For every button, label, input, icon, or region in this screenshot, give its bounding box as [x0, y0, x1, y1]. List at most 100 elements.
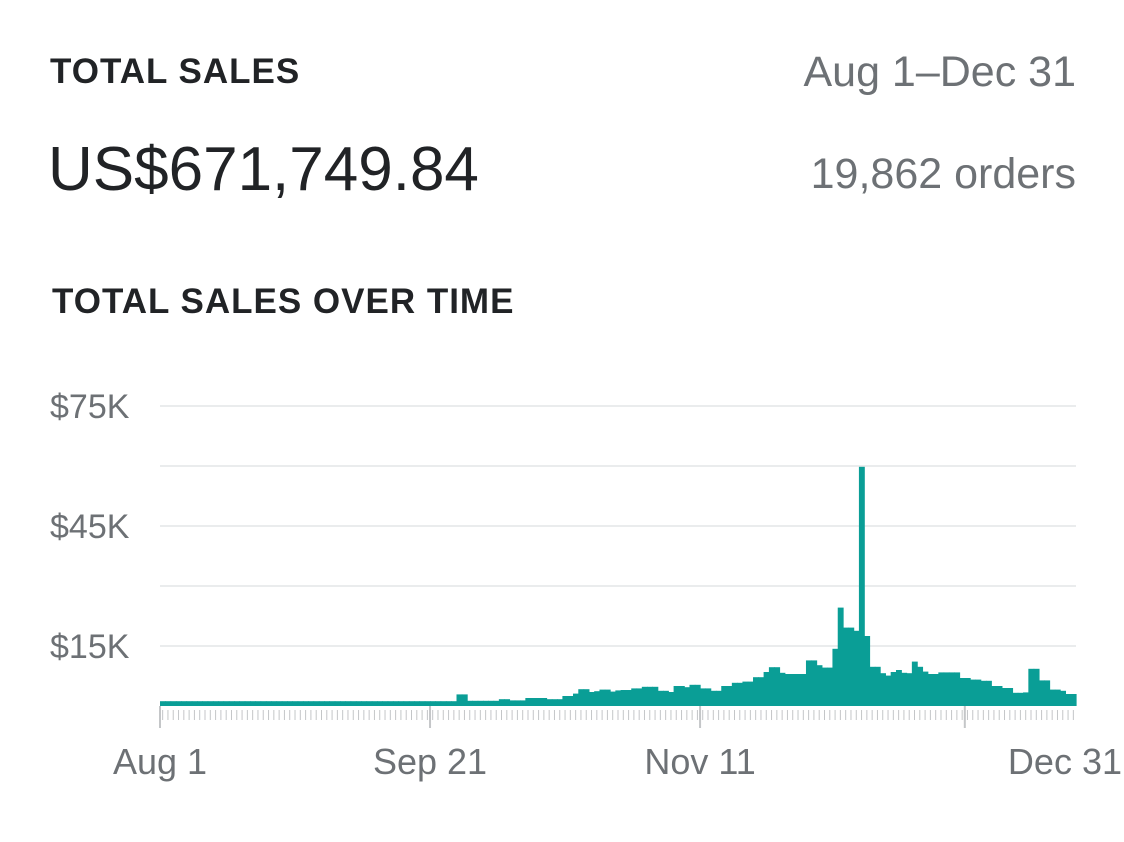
bar	[599, 689, 606, 706]
bar	[578, 689, 585, 706]
bar	[509, 700, 516, 706]
bar	[901, 672, 908, 706]
bar	[933, 674, 939, 706]
x-tick-label: Dec 31	[1008, 741, 1122, 782]
x-axis-ticks	[159, 706, 1074, 728]
bar	[440, 701, 447, 706]
bar	[853, 630, 860, 706]
bar	[302, 701, 309, 706]
bar	[657, 690, 664, 706]
bar	[980, 680, 987, 706]
bar	[790, 674, 796, 706]
bar	[784, 674, 791, 706]
bar	[1049, 689, 1056, 706]
bar	[758, 677, 765, 706]
bar	[774, 667, 781, 706]
bar	[742, 681, 749, 706]
bar	[816, 665, 823, 706]
chart-title: TOTAL SALES OVER TIME	[52, 282, 515, 321]
bar	[572, 693, 579, 706]
bar	[588, 692, 595, 706]
bar	[700, 688, 706, 706]
bar	[451, 701, 458, 706]
bar	[625, 690, 632, 706]
bar	[737, 682, 744, 706]
orders-count: 19,862 orders	[810, 150, 1076, 198]
bar	[652, 686, 659, 706]
bar	[615, 690, 622, 706]
bar	[218, 701, 225, 706]
bar	[160, 701, 166, 706]
bar	[228, 701, 235, 706]
bar	[811, 660, 818, 706]
bar	[1001, 688, 1008, 706]
bar	[795, 674, 802, 706]
bar	[753, 677, 759, 706]
bar	[297, 701, 304, 706]
bar	[387, 701, 394, 706]
bar	[557, 699, 564, 706]
bar	[583, 689, 590, 706]
bar	[551, 699, 558, 706]
bar	[239, 701, 246, 706]
bar	[350, 701, 357, 706]
bar	[292, 701, 299, 706]
bar	[959, 678, 966, 706]
bar	[911, 661, 918, 706]
bar	[461, 694, 468, 706]
bar	[456, 694, 463, 706]
y-tick-label: $75K	[50, 388, 130, 426]
y-tick-label: $15K	[50, 628, 130, 666]
bar	[170, 701, 177, 706]
bar	[318, 701, 325, 706]
bar	[250, 701, 256, 706]
bar	[546, 699, 553, 706]
bar	[520, 700, 526, 706]
bar	[985, 680, 992, 706]
bar	[445, 701, 452, 706]
bar	[504, 699, 511, 706]
bar	[943, 672, 950, 706]
bar	[927, 674, 934, 706]
total-sales-label: TOTAL SALES	[50, 52, 301, 91]
bar	[837, 607, 844, 706]
bar	[334, 701, 341, 706]
bar	[525, 698, 532, 706]
bar	[467, 700, 473, 706]
bar	[403, 701, 410, 706]
bar	[392, 701, 399, 706]
date-range: Aug 1–Dec 31	[803, 48, 1076, 96]
grid-lines	[160, 405, 1076, 647]
bar	[530, 698, 537, 706]
bar	[260, 701, 267, 706]
bar	[308, 701, 315, 706]
bar	[165, 701, 172, 706]
bar	[1065, 694, 1072, 706]
bar	[715, 690, 722, 706]
bar	[377, 701, 383, 706]
bar	[678, 686, 685, 706]
bar	[858, 466, 865, 706]
bar	[721, 686, 728, 706]
bar	[414, 701, 421, 706]
bar	[631, 688, 638, 706]
bar	[800, 674, 807, 706]
bar	[408, 701, 415, 706]
bar	[779, 672, 786, 706]
bar	[938, 672, 945, 706]
bar	[1017, 692, 1024, 706]
bar	[805, 660, 812, 706]
bar	[398, 701, 405, 706]
bar	[636, 688, 643, 706]
bar	[535, 698, 542, 706]
bar	[975, 679, 982, 706]
bar	[1007, 688, 1014, 706]
bar	[234, 701, 241, 706]
bar	[197, 701, 203, 706]
bar	[970, 679, 976, 706]
bar	[361, 701, 368, 706]
bar	[281, 701, 288, 706]
bar	[948, 672, 955, 706]
bar	[1038, 680, 1045, 706]
